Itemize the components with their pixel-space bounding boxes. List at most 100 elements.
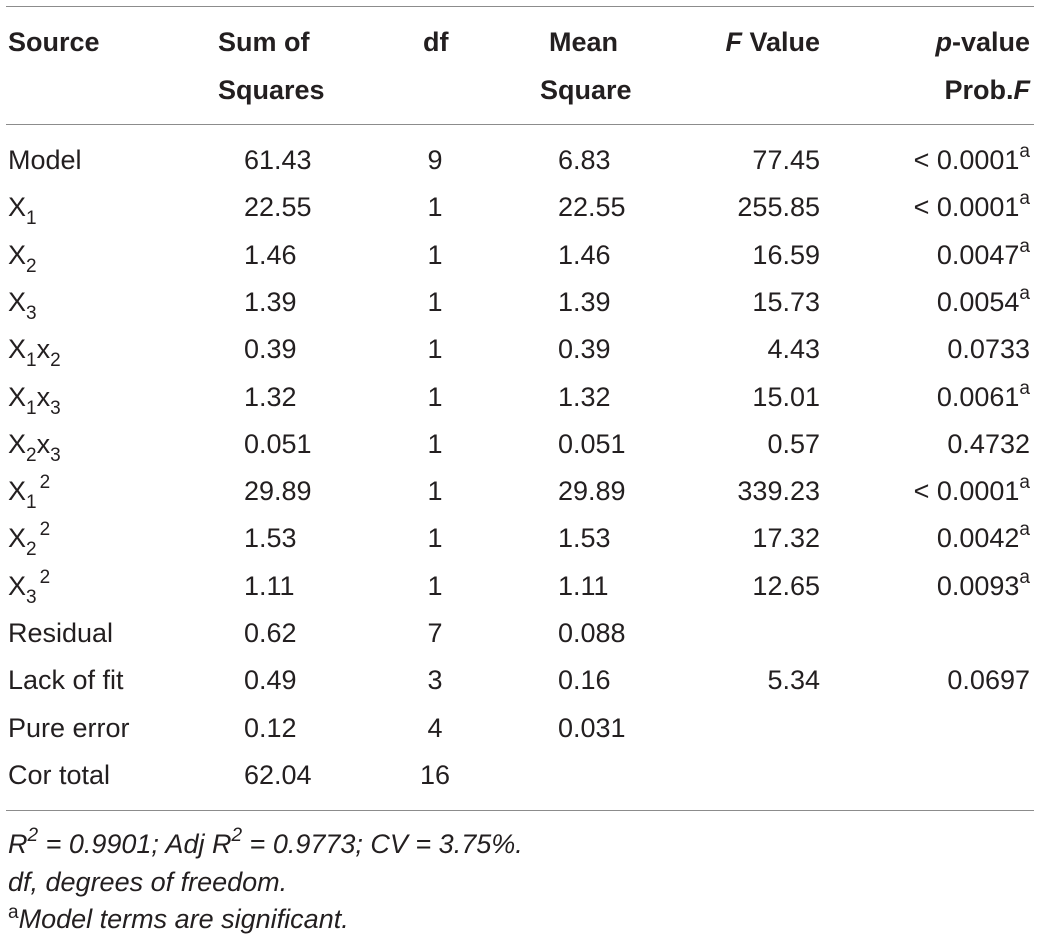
source-superscript: 2 <box>39 519 51 540</box>
cell-df: 1 <box>427 523 443 553</box>
source-subscript: 2 <box>26 539 37 560</box>
header-sum-of-squares-line1: Sum of <box>218 27 310 57</box>
cell-sum-of-squares: 1.11 <box>244 571 295 601</box>
source-superscript: 2 <box>39 472 51 493</box>
cell-sum-of-squares: 0.39 <box>244 334 297 364</box>
cell-sum-of-squares: 1.39 <box>244 287 297 317</box>
row-source: X1 <box>8 191 37 229</box>
header-f-value: F Value <box>725 26 820 58</box>
cell-p-value: 0.0093a <box>936 567 1030 606</box>
significance-mark: a <box>1019 236 1030 257</box>
cell-f-value: 15.01 <box>752 382 820 412</box>
cell-df: 1 <box>427 334 443 364</box>
header-p-italic: p <box>935 27 952 57</box>
header-p-value: p-value <box>935 26 1030 58</box>
note-r-squared: R2 = 0.9901; Adj R2 = 0.9773; CV = 3.75%… <box>8 825 523 864</box>
note-r2-text: = 0.9901; Adj R <box>38 829 232 859</box>
cell-f-value: 0.57 <box>767 429 820 459</box>
note-r2-rest: = 0.9773; CV = 3.75%. <box>242 829 523 859</box>
cell-mean-square: 1.39 <box>558 287 611 317</box>
source-superscript: 2 <box>39 567 51 588</box>
row-source: Model <box>8 144 82 176</box>
header-prob-rest: Prob. <box>944 75 1014 105</box>
p-value-text: < 0.0001 <box>913 192 1020 222</box>
cell-f-value: 77.45 <box>752 145 820 175</box>
source-subscript: 3 <box>50 445 61 466</box>
p-value-text: < 0.0001 <box>913 145 1020 175</box>
note-significance: aModel terms are significant. <box>8 902 349 939</box>
cell-mean-square: 1.32 <box>558 382 611 412</box>
cell-mean-square: 6.83 <box>558 145 611 175</box>
cell-p-value: 0.4732 <box>947 428 1030 464</box>
significance-mark: a <box>1019 378 1030 399</box>
cell-f-value: 17.32 <box>752 523 820 553</box>
source-label: X <box>8 240 27 270</box>
cell-sum-of-squares: 62.04 <box>244 760 312 790</box>
header-rule <box>6 124 1034 125</box>
cell-sum-of-squares: 0.051 <box>244 429 312 459</box>
cell-df: 9 <box>427 145 443 175</box>
cell-df: 1 <box>427 240 443 270</box>
source-label: Cor total <box>8 760 111 790</box>
source-subscript: 2 <box>26 256 37 277</box>
cell-df: 7 <box>427 618 443 648</box>
p-value-text: 0.0061 <box>936 382 1020 412</box>
source-label: X <box>8 192 27 222</box>
header-mean-square-line2: Square <box>540 75 632 105</box>
source-subscript: 1 <box>26 492 37 513</box>
p-value-text: 0.0733 <box>947 334 1030 364</box>
source-subscript: 3 <box>26 587 37 608</box>
source-subscript: 2 <box>26 445 37 466</box>
p-value-text: 0.0697 <box>947 665 1030 695</box>
cell-p-value: 0.0733 <box>947 333 1030 369</box>
cell-f-value: 12.65 <box>752 571 820 601</box>
cell-df: 3 <box>427 665 443 695</box>
source-label: X <box>8 429 27 459</box>
header-source: Source <box>8 27 100 57</box>
source-subscript: 1 <box>26 350 37 371</box>
cell-f-value: 255.85 <box>737 192 820 222</box>
row-source: X12 <box>8 472 51 513</box>
significance-mark: a <box>1019 283 1030 304</box>
source-label: Model <box>8 145 82 175</box>
cell-df: 4 <box>427 713 443 743</box>
source-label: Residual <box>8 618 114 648</box>
cell-sum-of-squares: 0.62 <box>244 618 297 648</box>
p-value-text: 0.0042 <box>936 523 1020 553</box>
source-interaction: x <box>36 382 51 412</box>
row-source: Lack of fit <box>8 664 124 696</box>
source-label: X <box>8 476 27 506</box>
p-value-text: 0.4732 <box>947 429 1030 459</box>
row-source: X1x2 <box>8 333 61 371</box>
source-subscript: 2 <box>50 350 61 371</box>
row-source: X2x3 <box>8 428 61 466</box>
cell-p-value: 0.0697 <box>947 664 1030 700</box>
row-source: X3 <box>8 286 37 324</box>
source-interaction: x <box>36 334 51 364</box>
cell-mean-square: 22.55 <box>558 192 626 222</box>
header-prob-f: Prob.F <box>944 74 1030 106</box>
row-source: Residual <box>8 617 113 649</box>
note-adj-sup: 2 <box>231 825 243 846</box>
row-source: Pure error <box>8 712 130 744</box>
cell-sum-of-squares: 29.89 <box>244 476 312 506</box>
cell-f-value: 4.43 <box>767 334 820 364</box>
cell-sum-of-squares: 22.55 <box>244 192 312 222</box>
header-f-rest: Value <box>741 27 820 57</box>
row-source: X32 <box>8 567 51 608</box>
source-label: X <box>8 287 27 317</box>
significance-mark: a <box>1019 141 1030 162</box>
header-f-italic: F <box>725 27 742 57</box>
cell-f-value: 15.73 <box>752 287 820 317</box>
p-value-text: 0.0093 <box>936 571 1020 601</box>
cell-f-value: 5.34 <box>767 665 820 695</box>
cell-df: 1 <box>427 192 443 222</box>
cell-mean-square: 0.051 <box>558 429 626 459</box>
row-source: X1x3 <box>8 381 61 419</box>
cell-mean-square: 0.031 <box>558 713 626 743</box>
note-sig-text: Model terms are significant. <box>18 904 349 934</box>
cell-df: 1 <box>427 382 443 412</box>
source-label: Lack of fit <box>8 665 124 695</box>
cell-sum-of-squares: 1.32 <box>244 382 297 412</box>
cell-p-value: 0.0042a <box>936 519 1030 558</box>
